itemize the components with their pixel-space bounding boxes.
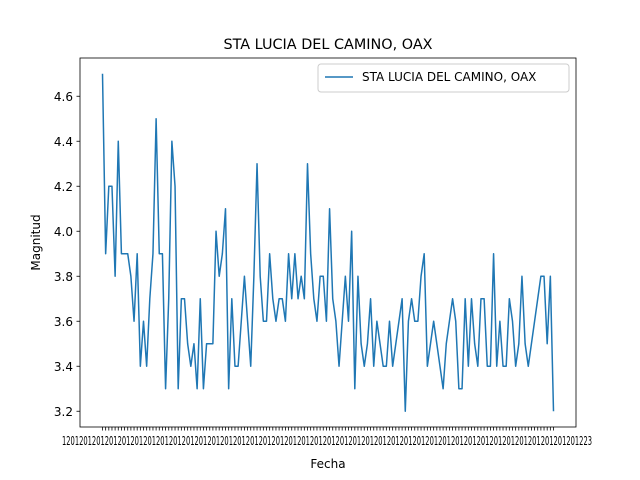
x-axis-label: Fecha (310, 457, 345, 471)
y-tick-label: 3.2 (54, 405, 73, 419)
y-tick-label: 3.6 (54, 315, 73, 329)
y-axis-label: Magnitud (29, 214, 43, 270)
y-tick-label: 4.6 (54, 90, 73, 104)
series-line-sta-lucia (101, 73, 555, 412)
legend: STA LUCIA DEL CAMINO, OAX (317, 63, 570, 93)
x-axis-ticks: 1201201201201201201201201201201201201201… (62, 427, 592, 448)
legend-box (317, 63, 570, 93)
y-axis-ticks: 3.2 3.4 3.6 3.8 4.0 4.2 4.4 4.6 (54, 90, 80, 419)
y-tick-label: 4.2 (54, 180, 73, 194)
y-tick-label: 3.4 (54, 360, 73, 374)
plot-area: 3.2 3.4 3.6 3.8 4.0 4.2 4.4 4.6 120120120120120… (54, 57, 592, 448)
y-tick-label: 3.8 (54, 270, 73, 284)
x-tick-labels-overlapping: 1201201201201201201201201201201201201201… (62, 434, 592, 448)
y-tick-label: 4.0 (54, 225, 73, 239)
y-tick-label: 4.4 (54, 135, 73, 149)
series-layer (101, 73, 555, 412)
legend-series-label: STA LUCIA DEL CAMINO, OAX (362, 70, 536, 84)
chart-title: STA LUCIA DEL CAMINO, OAX (223, 37, 432, 53)
